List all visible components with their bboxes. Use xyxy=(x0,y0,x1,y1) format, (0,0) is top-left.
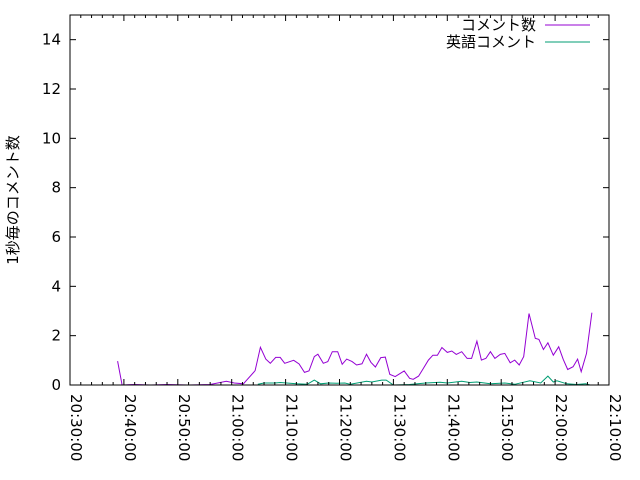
x-tick-label: 22:00:00 xyxy=(552,394,570,461)
series-line-0 xyxy=(117,312,593,386)
y-tick-label: 0 xyxy=(51,376,61,394)
x-tick-label: 21:30:00 xyxy=(390,394,408,461)
x-tick-label: 20:50:00 xyxy=(175,394,193,461)
x-tick-label: 21:00:00 xyxy=(229,394,247,461)
x-tick-label: 21:20:00 xyxy=(337,394,355,461)
y-tick-label: 10 xyxy=(42,129,61,147)
y-tick-label: 12 xyxy=(42,80,61,98)
y-tick-label: 8 xyxy=(51,179,61,197)
legend-label-0: コメント数 xyxy=(461,16,536,34)
x-tick-label: 21:50:00 xyxy=(498,394,516,461)
x-tick-label: 21:40:00 xyxy=(444,394,462,461)
x-tick-label: 20:40:00 xyxy=(121,394,139,461)
series-layer xyxy=(117,312,593,386)
legend: コメント数 英語コメント xyxy=(446,16,590,51)
x-tick-label: 20:30:00 xyxy=(67,394,85,461)
x-tick-label: 21:10:00 xyxy=(283,394,301,461)
x-tick-label: 22:10:00 xyxy=(606,394,624,461)
y-tick-label: 6 xyxy=(51,228,61,246)
y-tick-label: 4 xyxy=(51,277,61,295)
plot-border xyxy=(69,14,610,386)
y-axis-label: 1秒毎のコメント数 xyxy=(4,135,22,265)
y-tick-label: 2 xyxy=(51,327,61,345)
y-tick-label: 14 xyxy=(42,31,61,49)
series-line-1 xyxy=(257,375,591,386)
axis-ticks: 0 2 4 6 8 10 12 14 20:30:00 20:40:00 20:50:00 21:00… xyxy=(42,15,624,461)
legend-label-1: 英語コメント xyxy=(446,33,536,51)
